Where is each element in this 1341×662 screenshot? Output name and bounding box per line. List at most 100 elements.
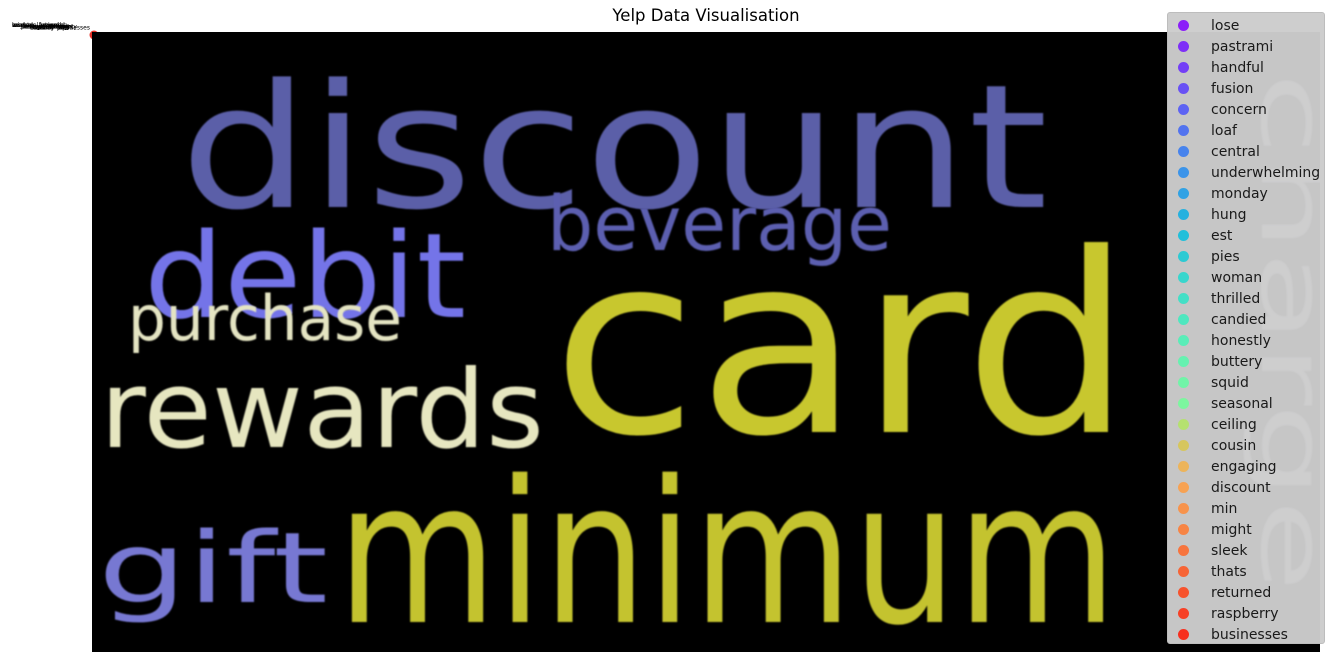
- legend-item: pastrami: [1168, 36, 1324, 57]
- legend-marker: [1178, 545, 1189, 556]
- legend-item: fusion: [1168, 78, 1324, 99]
- legend-item: lose: [1168, 15, 1324, 36]
- scatter-point-label: raspberry: [48, 23, 77, 30]
- legend-item: underwhelming: [1168, 162, 1324, 183]
- legend-label: discount: [1211, 479, 1271, 496]
- scatter-point-label: pies: [57, 25, 69, 32]
- legend-item: handful: [1168, 57, 1324, 78]
- legend-item: woman: [1168, 267, 1324, 288]
- legend-label: thrilled: [1211, 290, 1261, 307]
- legend-item: seasonal: [1168, 393, 1324, 414]
- scatter-point-label: central: [12, 22, 33, 29]
- scatter-point-label: handful: [30, 25, 53, 32]
- legend-item: engaging: [1168, 456, 1324, 477]
- legend-label: monday: [1211, 185, 1268, 202]
- legend-item: central: [1168, 141, 1324, 162]
- legend-marker: [1178, 587, 1189, 598]
- legend-item: loaf: [1168, 120, 1324, 141]
- legend-marker: [1178, 125, 1189, 136]
- scatter-point-label: buttery: [48, 23, 70, 30]
- scatter-point-label: lose: [12, 22, 24, 29]
- legend-item: est: [1168, 225, 1324, 246]
- scatter-point-label: returned: [39, 22, 65, 29]
- legend-label: concern: [1211, 101, 1267, 118]
- legend-label: cousin: [1211, 437, 1257, 454]
- scatter-point-label: woman: [12, 22, 34, 29]
- scatter-point-label: engaging: [39, 22, 67, 29]
- legend: lose pastrami handful fusion concern loaf cent…: [1167, 12, 1325, 644]
- legend-label: candied: [1211, 311, 1267, 328]
- scatter-point-label: est: [48, 23, 58, 30]
- legend-item: monday: [1168, 183, 1324, 204]
- legend-label: underwhelming: [1211, 164, 1321, 181]
- legend-marker: [1178, 608, 1189, 619]
- word-cloud-panel: discount card minimum debit beverage purchase…: [92, 32, 1320, 652]
- legend-item: concern: [1168, 99, 1324, 120]
- legend-label: squid: [1211, 374, 1249, 391]
- scatter-point-label: monday: [30, 25, 55, 32]
- legend-item: cousin: [1168, 435, 1324, 456]
- word-discount: discount: [180, 47, 1048, 248]
- legend-label: engaging: [1211, 458, 1277, 475]
- legend-label: pies: [1211, 248, 1240, 265]
- legend-marker: [1178, 188, 1189, 199]
- legend-marker: [1178, 482, 1189, 493]
- legend-item: returned: [1168, 582, 1324, 603]
- legend-marker: [1178, 335, 1189, 346]
- legend-marker: [1178, 209, 1189, 220]
- legend-marker: [1178, 230, 1189, 241]
- word-purchase: purchase: [128, 282, 402, 355]
- legend-item: candied: [1168, 309, 1324, 330]
- legend-marker: [1178, 377, 1189, 388]
- legend-item: buttery: [1168, 351, 1324, 372]
- legend-item: might: [1168, 519, 1324, 540]
- legend-label: pastrami: [1211, 38, 1274, 55]
- legend-label: ceiling: [1211, 416, 1257, 433]
- legend-label: min: [1211, 500, 1238, 517]
- legend-marker: [1178, 293, 1189, 304]
- legend-label: lose: [1211, 17, 1240, 34]
- scatter-point-label: sleek: [21, 23, 37, 30]
- legend-label: central: [1211, 143, 1260, 160]
- legend-item: hung: [1168, 204, 1324, 225]
- scatter-point-label: ceiling: [21, 23, 41, 30]
- legend-item: sleek: [1168, 540, 1324, 561]
- legend-marker: [1178, 41, 1189, 52]
- scatter-point-label: thrilled: [21, 23, 42, 30]
- legend-marker: [1178, 503, 1189, 514]
- legend-marker: [1178, 104, 1189, 115]
- legend-marker: [1178, 167, 1189, 178]
- legend-label: returned: [1211, 584, 1272, 601]
- legend-label: handful: [1211, 59, 1264, 76]
- legend-marker: [1178, 62, 1189, 73]
- scatter-point-label: candied: [30, 25, 54, 32]
- legend-label: woman: [1211, 269, 1263, 286]
- legend-marker: [1178, 524, 1189, 535]
- scatter-point-label: squid: [57, 25, 73, 32]
- scatter-point-label: pastrami: [21, 23, 48, 30]
- scatter-point-label: loaf: [57, 25, 69, 32]
- word-rewards: rewards: [100, 348, 544, 473]
- word-card: card: [552, 200, 1132, 491]
- scatter-point-label: honestly: [39, 22, 65, 29]
- scatter-point-label: discount: [48, 23, 74, 30]
- word-beverage: beverage: [547, 179, 892, 268]
- legend-item: honestly: [1168, 330, 1324, 351]
- legend-marker: [1178, 566, 1189, 577]
- legend-item: thrilled: [1168, 288, 1324, 309]
- legend-marker: [1178, 629, 1189, 640]
- legend-item: discount: [1168, 477, 1324, 498]
- legend-item: squid: [1168, 372, 1324, 393]
- legend-label: loaf: [1211, 122, 1237, 139]
- legend-label: honestly: [1211, 332, 1271, 349]
- legend-label: sleek: [1211, 542, 1248, 559]
- legend-marker: [1178, 398, 1189, 409]
- legend-item: ceiling: [1168, 414, 1324, 435]
- legend-item: businesses: [1168, 624, 1324, 645]
- chart-title: Yelp Data Visualisation: [612, 6, 800, 25]
- legend-marker: [1178, 251, 1189, 262]
- legend-marker: [1178, 314, 1189, 325]
- word-minimum: minimum: [337, 438, 1117, 652]
- legend-label: hung: [1211, 206, 1247, 223]
- legend-marker: [1178, 419, 1189, 430]
